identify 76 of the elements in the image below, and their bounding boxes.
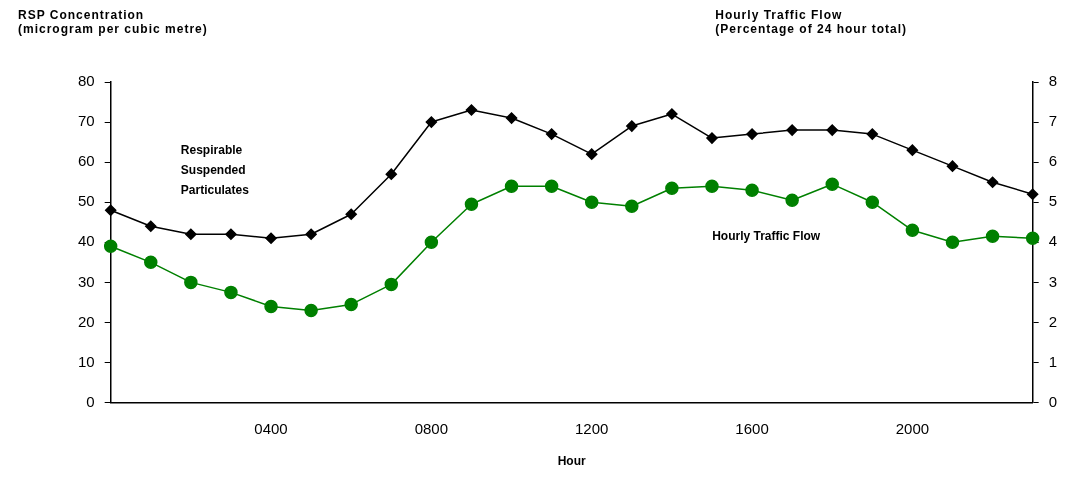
point	[626, 120, 638, 132]
point	[665, 181, 679, 195]
y2-tick-label: 3	[1048, 272, 1057, 290]
point	[465, 104, 478, 116]
y-tick-label: 10	[78, 352, 95, 370]
point	[225, 228, 237, 241]
y-tick-label: 30	[78, 272, 95, 290]
point	[706, 132, 718, 144]
point	[585, 148, 598, 160]
y-tick-label: 80	[78, 72, 95, 90]
point	[304, 303, 318, 318]
point	[185, 228, 197, 241]
point	[1026, 188, 1039, 200]
point	[625, 199, 639, 213]
point	[786, 124, 798, 136]
y2-tick-label: 8	[1048, 72, 1057, 90]
point	[544, 179, 559, 193]
y2-tick-label: 2	[1048, 312, 1057, 330]
point	[104, 204, 117, 216]
point	[425, 116, 438, 128]
point	[144, 255, 158, 270]
point	[785, 193, 799, 207]
y-tick-label: 70	[78, 112, 95, 130]
point	[1025, 231, 1040, 246]
point	[505, 112, 518, 124]
point	[584, 195, 599, 209]
point	[224, 285, 238, 300]
point	[145, 220, 157, 233]
point	[103, 239, 118, 254]
x-tick-label: 0800	[414, 419, 449, 437]
point	[464, 197, 479, 211]
y-tick-label: 20	[78, 312, 95, 330]
point	[866, 128, 879, 140]
point	[424, 235, 439, 250]
point	[264, 299, 278, 314]
point	[666, 108, 678, 120]
point	[905, 223, 920, 238]
y2-tick-label: 6	[1048, 152, 1057, 170]
point	[504, 179, 519, 193]
x-tick-label: 1200	[575, 419, 609, 437]
point	[344, 297, 358, 312]
point	[545, 128, 558, 140]
x-axis-title: Hour	[557, 454, 586, 469]
point	[986, 176, 999, 188]
y-tick-label: 60	[78, 152, 95, 170]
x-tick-label: 1600	[735, 419, 769, 437]
y2-tick-label: 4	[1048, 232, 1057, 250]
y2-tick-label: 1	[1048, 352, 1057, 370]
point	[985, 229, 1000, 244]
point	[384, 277, 399, 292]
point	[345, 208, 357, 220]
y2-tick-label: 0	[1048, 392, 1057, 410]
x-tick-label: 2000	[895, 419, 930, 437]
y2-tick-label: 5	[1048, 192, 1057, 210]
point	[865, 195, 880, 209]
point	[385, 168, 398, 180]
y2-axis-title: Hourly Traffic Flow (Percentage of 24 hour total)	[715, 8, 907, 38]
point	[745, 183, 759, 197]
y-tick-label: 50	[78, 192, 95, 210]
x-tick-label: 0400	[254, 419, 288, 437]
y-tick-label: 0	[86, 392, 95, 410]
point	[265, 232, 277, 245]
point	[746, 128, 758, 140]
point	[906, 144, 919, 156]
y2-tick-label: 7	[1048, 112, 1057, 130]
point	[184, 275, 198, 290]
text: Hourly Traffic Flow	[712, 229, 821, 244]
point	[826, 124, 838, 136]
point	[305, 228, 317, 241]
point	[825, 177, 839, 191]
point	[945, 235, 960, 250]
point	[946, 160, 959, 172]
y-axis-title: RSP Concentration (microgram per cubic metre)	[18, 8, 208, 38]
y-tick-label: 40	[78, 232, 95, 250]
text: Respirable Suspended Particulates	[180, 143, 250, 198]
point	[705, 179, 719, 193]
